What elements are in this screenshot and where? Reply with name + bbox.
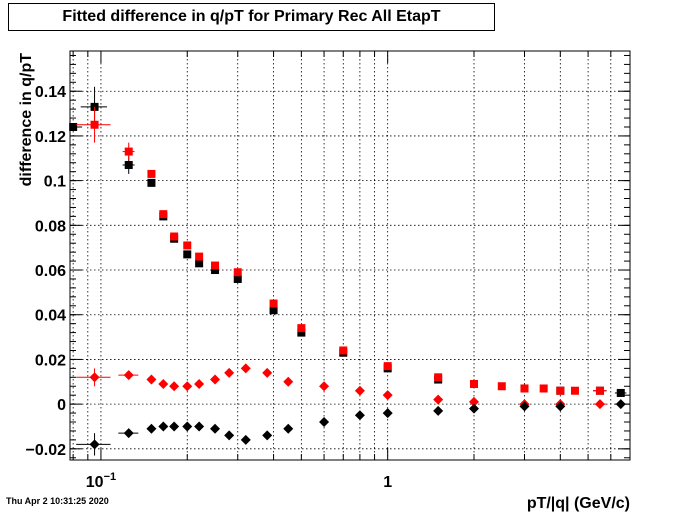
data-point <box>158 379 169 390</box>
timestamp: Thu Apr 2 10:31:25 2020 <box>6 496 109 506</box>
data-point <box>158 421 169 432</box>
data-point <box>183 241 192 250</box>
y-tick-label: 0 <box>57 397 66 414</box>
data-point <box>354 410 365 421</box>
data-point <box>539 384 548 393</box>
y-axis-label: difference in q/pT <box>18 53 35 187</box>
data-point <box>556 386 565 395</box>
data-point <box>434 373 443 382</box>
data-point <box>224 367 235 378</box>
data-point <box>159 210 168 219</box>
chart-title: Fitted difference in q/pT for Primary Re… <box>8 3 495 31</box>
data-point <box>69 122 78 131</box>
data-point <box>383 362 392 371</box>
data-marks <box>69 86 627 456</box>
data-point <box>147 178 156 187</box>
data-point <box>170 232 179 241</box>
data-point <box>89 439 100 450</box>
data-point <box>233 268 242 277</box>
data-point <box>124 160 133 169</box>
data-point <box>195 259 204 268</box>
y-tick-label: 0.04 <box>35 308 66 325</box>
data-point <box>594 399 605 410</box>
x-tick-labels: 10−1 1 <box>86 471 392 491</box>
data-point <box>382 408 393 419</box>
data-point <box>339 346 348 355</box>
data-point <box>297 324 306 333</box>
data-point <box>595 386 604 395</box>
series-4 <box>76 399 627 456</box>
data-point <box>555 401 566 412</box>
data-point <box>382 390 393 401</box>
plot-frame <box>69 50 631 461</box>
y-tick-label: 0.02 <box>35 352 66 369</box>
axis-ticks <box>70 51 631 460</box>
data-point <box>146 374 157 385</box>
data-point <box>124 147 133 156</box>
data-point <box>283 423 294 434</box>
data-point <box>497 382 506 391</box>
y-tick-label: −0.02 <box>26 442 67 459</box>
x-tick-label: 1 <box>383 474 392 491</box>
data-point <box>240 434 251 445</box>
data-point <box>519 401 530 412</box>
data-point <box>319 381 330 392</box>
data-point <box>123 428 134 439</box>
data-point <box>89 372 100 383</box>
data-point <box>283 376 294 387</box>
data-point <box>183 250 192 259</box>
data-point <box>319 417 330 428</box>
data-point <box>468 396 479 407</box>
y-tick-labels: −0.02 0 0.02 0.04 0.06 0.08 0.1 0.12 0.14 <box>26 84 67 459</box>
data-point <box>240 363 251 374</box>
data-point <box>469 380 478 389</box>
data-point <box>615 399 626 410</box>
data-point <box>211 266 220 275</box>
data-point <box>354 385 365 396</box>
data-point <box>194 421 205 432</box>
data-point <box>147 169 156 178</box>
data-point <box>269 306 278 315</box>
data-point <box>169 421 180 432</box>
data-point <box>195 252 204 261</box>
data-point <box>182 381 193 392</box>
data-point <box>90 120 99 129</box>
y-tick-label: 0.1 <box>44 174 66 191</box>
data-point <box>224 430 235 441</box>
data-point <box>169 381 180 392</box>
x-axis-label: pT/|q| (GeV/c) <box>527 495 630 512</box>
series-2 <box>76 106 607 395</box>
data-point <box>297 328 306 337</box>
data-point <box>468 403 479 414</box>
data-point <box>210 374 221 385</box>
data-point <box>262 430 273 441</box>
data-point <box>262 367 273 378</box>
data-point <box>433 405 444 416</box>
y-tick-label: 0.06 <box>35 263 66 280</box>
data-point <box>211 261 220 270</box>
data-point <box>194 379 205 390</box>
data-point <box>570 386 579 395</box>
y-tick-label: 0.14 <box>35 84 66 101</box>
data-point <box>433 394 444 405</box>
y-tick-label: 0.12 <box>35 129 66 146</box>
data-point <box>182 421 193 432</box>
data-point <box>233 274 242 283</box>
data-point <box>616 388 625 397</box>
data-point <box>210 423 221 434</box>
data-point <box>269 299 278 308</box>
data-point <box>520 384 529 393</box>
data-point <box>146 423 157 434</box>
y-tick-label: 0.08 <box>35 218 66 235</box>
data-point <box>123 370 134 381</box>
x-tick-label: 10−1 <box>86 471 116 491</box>
